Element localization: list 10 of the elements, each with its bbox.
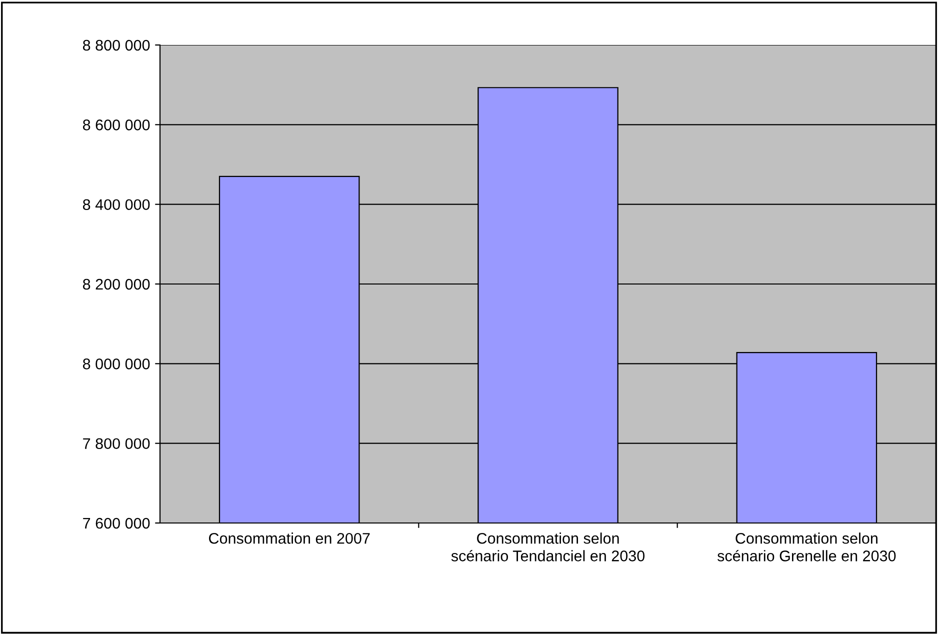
y-tick-label: 7 800 000 (83, 438, 150, 450)
y-tick-label: 8 400 000 (82, 199, 150, 210)
x-tick-label: Consommation selon scénario Tendanciel en 2030 (451, 532, 645, 562)
y-tick-label: 8 000 000 (82, 358, 150, 370)
x-tick-label: Consommation en 2007 (209, 532, 370, 544)
y-tick-label: 8 800 000 (82, 40, 150, 51)
y-tick-label: 8 200 000 (82, 278, 150, 290)
y-tick-label: 8 600 000 (82, 120, 150, 130)
x-tick-label: Consommation selon scénario Grenelle en 2030 (717, 532, 896, 562)
y-tick-label: 7 600 000 (83, 518, 150, 529)
